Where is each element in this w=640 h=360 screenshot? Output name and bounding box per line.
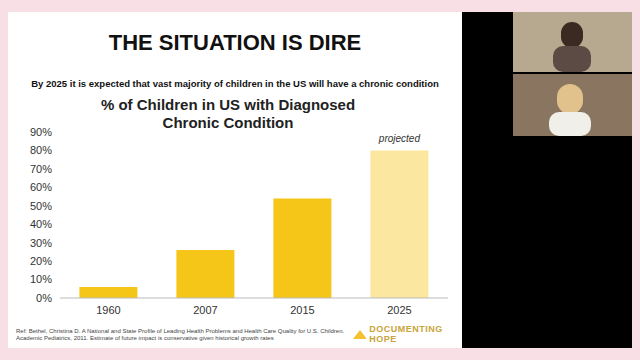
svg-text:2025: 2025 xyxy=(387,304,411,316)
svg-text:90%: 90% xyxy=(30,126,52,138)
svg-text:50%: 50% xyxy=(30,200,52,212)
svg-text:80%: 80% xyxy=(30,144,52,156)
svg-text:projected: projected xyxy=(378,133,421,144)
svg-text:60%: 60% xyxy=(30,181,52,193)
html-text:By 2025 it is expected that va: By 2025 it is expected that vast majorit… xyxy=(31,78,439,89)
svg-text:1960: 1960 xyxy=(96,304,120,316)
svg-text:0%: 0% xyxy=(36,292,52,304)
svg-text:2015: 2015 xyxy=(290,304,314,316)
svg-text:40%: 40% xyxy=(30,218,52,230)
svg-text:10%: 10% xyxy=(30,273,52,285)
html-text:DOCUMENTING HOPE: DOCUMENTING HOPE xyxy=(369,324,443,344)
html-text:% of Children in US with Diagn: % of Children in US with Diagnosed Chron… xyxy=(100,96,356,131)
svg-text:70%: 70% xyxy=(30,163,52,175)
html-text:THE SITUATION IS DIRE: THE SITUATION IS DIRE xyxy=(108,30,362,55)
svg-text:20%: 20% xyxy=(30,255,52,267)
svg-text:2007: 2007 xyxy=(193,304,217,316)
svg-text:30%: 30% xyxy=(30,237,52,249)
html-text:Ref: Bethel, Christina D. A Na: Ref: Bethel, Christina D. A National and… xyxy=(16,328,345,341)
